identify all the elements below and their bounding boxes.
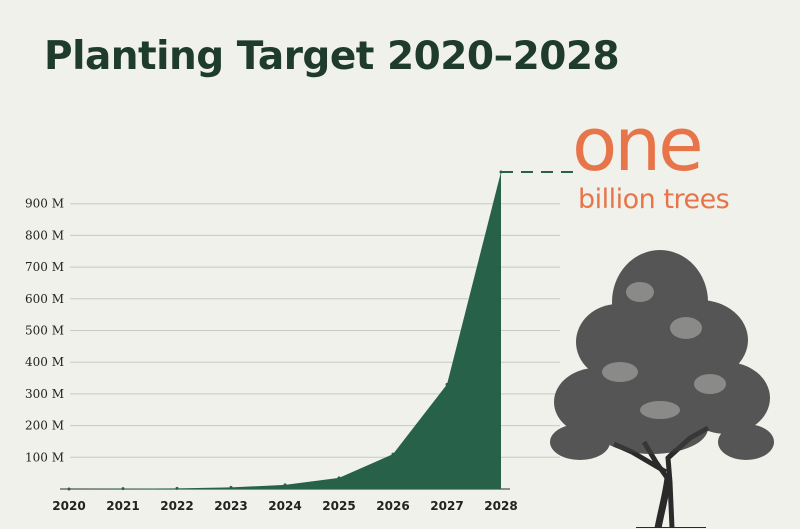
y-tick-label: 900 M (25, 197, 64, 211)
headline-billion-trees: billion trees (578, 184, 730, 215)
area-series (67, 170, 503, 491)
area-fill (69, 172, 501, 489)
data-point (337, 476, 341, 480)
data-point (67, 487, 71, 491)
y-tick-label: 700 M (25, 260, 64, 274)
y-tick-label: 300 M (25, 387, 64, 401)
x-tick-label: 2020 (52, 499, 85, 513)
y-tick-label: 200 M (25, 419, 64, 433)
x-axis-ticks: 2020 2021 2022 2023 2024 2025 2026 2027 2028 (52, 499, 517, 513)
x-tick-label: 2025 (322, 499, 355, 513)
data-point (283, 483, 287, 487)
x-tick-label: 2024 (268, 499, 301, 513)
data-point (121, 487, 125, 491)
data-point (391, 452, 395, 456)
data-point (445, 382, 449, 386)
chart-title: Planting Target 2020–2028 (44, 34, 620, 79)
y-tick-label: 800 M (25, 228, 64, 242)
x-tick-label: 2028 (484, 499, 517, 513)
tree-illustration-icon (550, 250, 774, 528)
x-tick-label: 2027 (430, 499, 463, 513)
headline-one: one (572, 102, 704, 188)
y-axis-ticks: 100 M 200 M 300 M 400 M 500 M 600 M 700 M 800 M… (25, 197, 64, 465)
data-point (229, 485, 233, 489)
x-tick-label: 2026 (376, 499, 409, 513)
y-tick-label: 400 M (25, 355, 64, 369)
x-tick-label: 2023 (214, 499, 247, 513)
y-tick-label: 500 M (25, 324, 64, 338)
y-tick-label: 100 M (25, 450, 64, 464)
y-tick-label: 600 M (25, 292, 64, 306)
x-tick-label: 2022 (160, 499, 193, 513)
x-tick-label: 2021 (106, 499, 139, 513)
data-point (175, 486, 179, 490)
